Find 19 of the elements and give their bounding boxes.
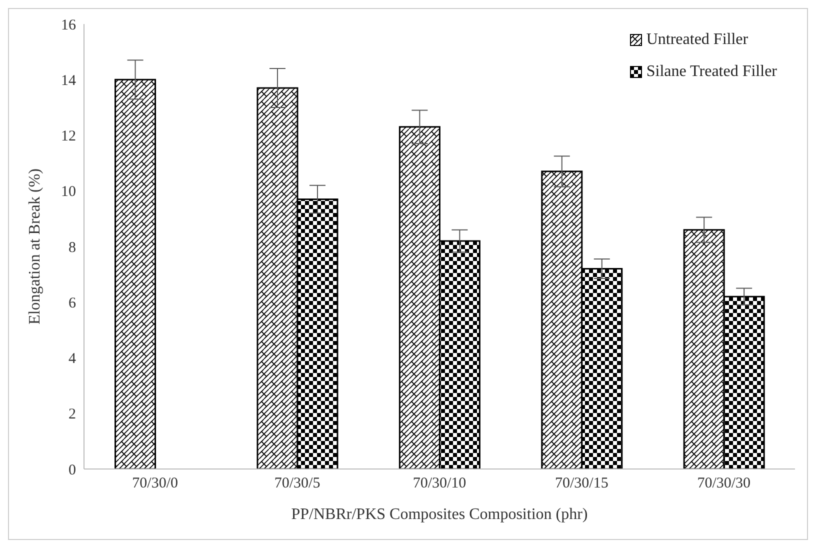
y-tick-label: 14 xyxy=(61,72,76,89)
x-tick-label: 70/30/0 xyxy=(132,476,178,492)
y-tick-label: 10 xyxy=(61,184,76,200)
y-tick-label: 0 xyxy=(68,462,76,478)
x-tick-label: 70/30/5 xyxy=(274,476,320,492)
legend-label: Silane Treated Filler xyxy=(646,63,777,81)
bar xyxy=(114,78,156,469)
x-tick-label: 70/30/30 xyxy=(697,476,751,492)
legend-label: Untreated Filler xyxy=(646,31,748,49)
x-axis-title: PP/NBRr/PKS Composites Composition (phr) xyxy=(291,506,588,523)
y-tick-label: 8 xyxy=(68,240,76,256)
y-tick-label: 16 xyxy=(61,17,76,34)
y-tick-label: 2 xyxy=(68,406,76,423)
x-tick-label: 70/30/15 xyxy=(555,476,608,492)
y-axis-title: Elongation at Break (%) xyxy=(26,168,44,324)
y-tick-label: 4 xyxy=(68,351,76,368)
y-tick-label: 6 xyxy=(68,295,76,312)
x-tick-label: 70/30/10 xyxy=(412,476,466,492)
y-tick-label: 12 xyxy=(61,128,76,145)
